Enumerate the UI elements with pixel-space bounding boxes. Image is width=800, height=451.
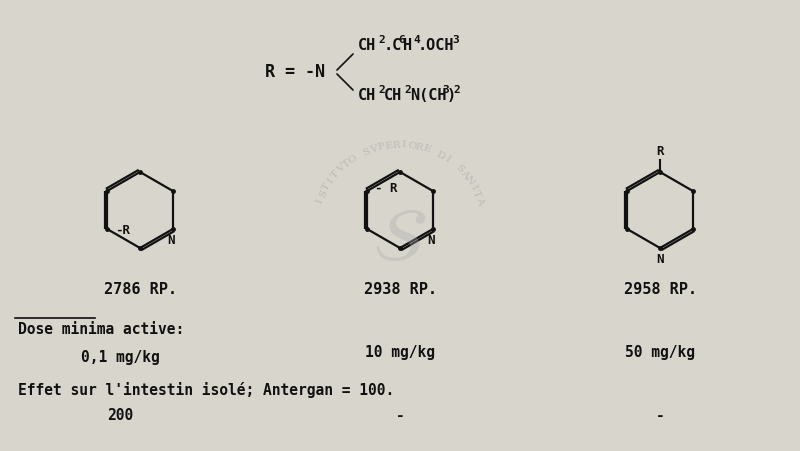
Text: 2958 RP.: 2958 RP. <box>623 282 697 297</box>
Text: 200: 200 <box>107 408 133 423</box>
Text: S: S <box>318 189 329 199</box>
Text: E: E <box>384 141 393 151</box>
Text: CH: CH <box>358 87 376 102</box>
Text: 4: 4 <box>413 35 420 45</box>
Text: 2938 RP.: 2938 RP. <box>363 282 437 297</box>
Text: 0,1 mg/kg: 0,1 mg/kg <box>81 350 159 365</box>
Text: 2: 2 <box>378 35 385 45</box>
Text: P: P <box>377 142 386 152</box>
Text: R: R <box>414 142 424 152</box>
Text: CH: CH <box>358 37 376 52</box>
Text: V: V <box>369 144 378 155</box>
Text: 3: 3 <box>442 85 449 95</box>
Text: O: O <box>406 141 416 151</box>
Text: 6: 6 <box>398 35 405 45</box>
Text: N: N <box>427 234 434 247</box>
Text: T: T <box>471 189 482 199</box>
Text: - R: - R <box>375 183 398 195</box>
Text: A: A <box>474 196 486 206</box>
Text: N(CH: N(CH <box>410 87 446 102</box>
Text: .C: .C <box>384 37 402 52</box>
Text: I: I <box>326 176 336 185</box>
Text: I: I <box>443 154 451 164</box>
Text: N: N <box>463 174 475 187</box>
Text: H: H <box>403 37 412 52</box>
Text: 2: 2 <box>404 85 410 95</box>
Text: Dose minima active:: Dose minima active: <box>18 322 184 337</box>
Text: -R: -R <box>115 224 130 236</box>
Text: R = -N: R = -N <box>265 63 325 81</box>
Text: T: T <box>321 182 332 192</box>
Text: 2786 RP.: 2786 RP. <box>103 282 177 297</box>
Text: 50 mg/kg: 50 mg/kg <box>625 345 695 360</box>
Text: V: V <box>335 163 346 175</box>
Text: E: E <box>422 144 431 155</box>
Text: 2: 2 <box>453 85 460 95</box>
Text: -: - <box>396 408 404 423</box>
Text: S: S <box>362 147 371 157</box>
Text: R: R <box>392 140 400 150</box>
Text: D: D <box>435 149 446 161</box>
Text: I: I <box>315 198 325 204</box>
Text: .OCH: .OCH <box>418 37 454 52</box>
Text: -: - <box>656 408 664 423</box>
Text: ): ) <box>447 87 456 102</box>
Text: S: S <box>454 163 465 175</box>
Text: 3: 3 <box>452 35 458 45</box>
Text: A: A <box>458 169 470 180</box>
Text: R: R <box>656 145 664 158</box>
Text: T: T <box>341 158 352 170</box>
Text: N: N <box>167 234 174 247</box>
Text: 2: 2 <box>378 85 385 95</box>
Text: I: I <box>469 183 478 191</box>
Text: I: I <box>402 141 406 150</box>
Text: $\mathcal{S}$: $\mathcal{S}$ <box>374 203 426 277</box>
Text: T: T <box>330 169 342 180</box>
Text: 10 mg/kg: 10 mg/kg <box>365 345 435 360</box>
Text: Effet sur l'intestin isolé; Antergan = 100.: Effet sur l'intestin isolé; Antergan = 1… <box>18 382 394 398</box>
Text: CH: CH <box>384 87 402 102</box>
Text: N: N <box>656 253 664 266</box>
Text: O: O <box>346 153 359 166</box>
